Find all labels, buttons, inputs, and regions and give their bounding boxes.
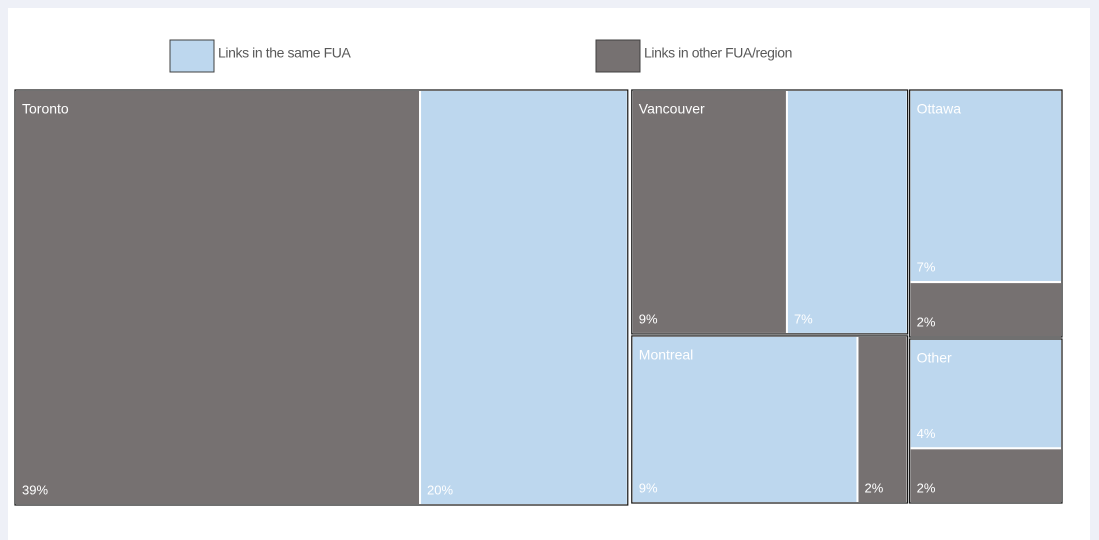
treemap-segment [14, 89, 422, 506]
treemap-border [631, 335, 909, 504]
value-label: 7% [794, 311, 813, 326]
value-label: 9% [639, 480, 658, 495]
treemap-segment [419, 89, 629, 506]
value-label: 20% [427, 482, 453, 497]
treemap-border [631, 89, 909, 335]
legend-swatch [595, 39, 641, 73]
legend-label: Links in the same FUA [218, 45, 351, 61]
treemap-segment [856, 334, 909, 505]
treemap-segment [785, 89, 909, 335]
value-label: 9% [639, 311, 658, 326]
category-label: Other [917, 350, 952, 366]
value-label: 39% [22, 482, 48, 497]
value-label: 2% [864, 480, 883, 495]
legend-label: Links in other FUA/region [644, 45, 792, 61]
treemap-border [14, 89, 629, 506]
treemap-border [909, 89, 1063, 338]
treemap-segment [908, 89, 1063, 284]
category-label: Montreal [639, 347, 693, 363]
value-label: 7% [917, 260, 936, 275]
value-label: 4% [917, 426, 936, 441]
legend-swatch [169, 39, 215, 73]
treemap-segment [630, 334, 859, 505]
value-label: 2% [917, 314, 936, 329]
category-label: Ottawa [917, 101, 962, 117]
value-label: 2% [917, 480, 936, 495]
category-label: Toronto [22, 101, 69, 117]
treemap-segment [630, 89, 788, 335]
treemap-segment [908, 281, 1063, 339]
category-label: Vancouver [639, 101, 705, 117]
treemap-border [909, 338, 1063, 504]
